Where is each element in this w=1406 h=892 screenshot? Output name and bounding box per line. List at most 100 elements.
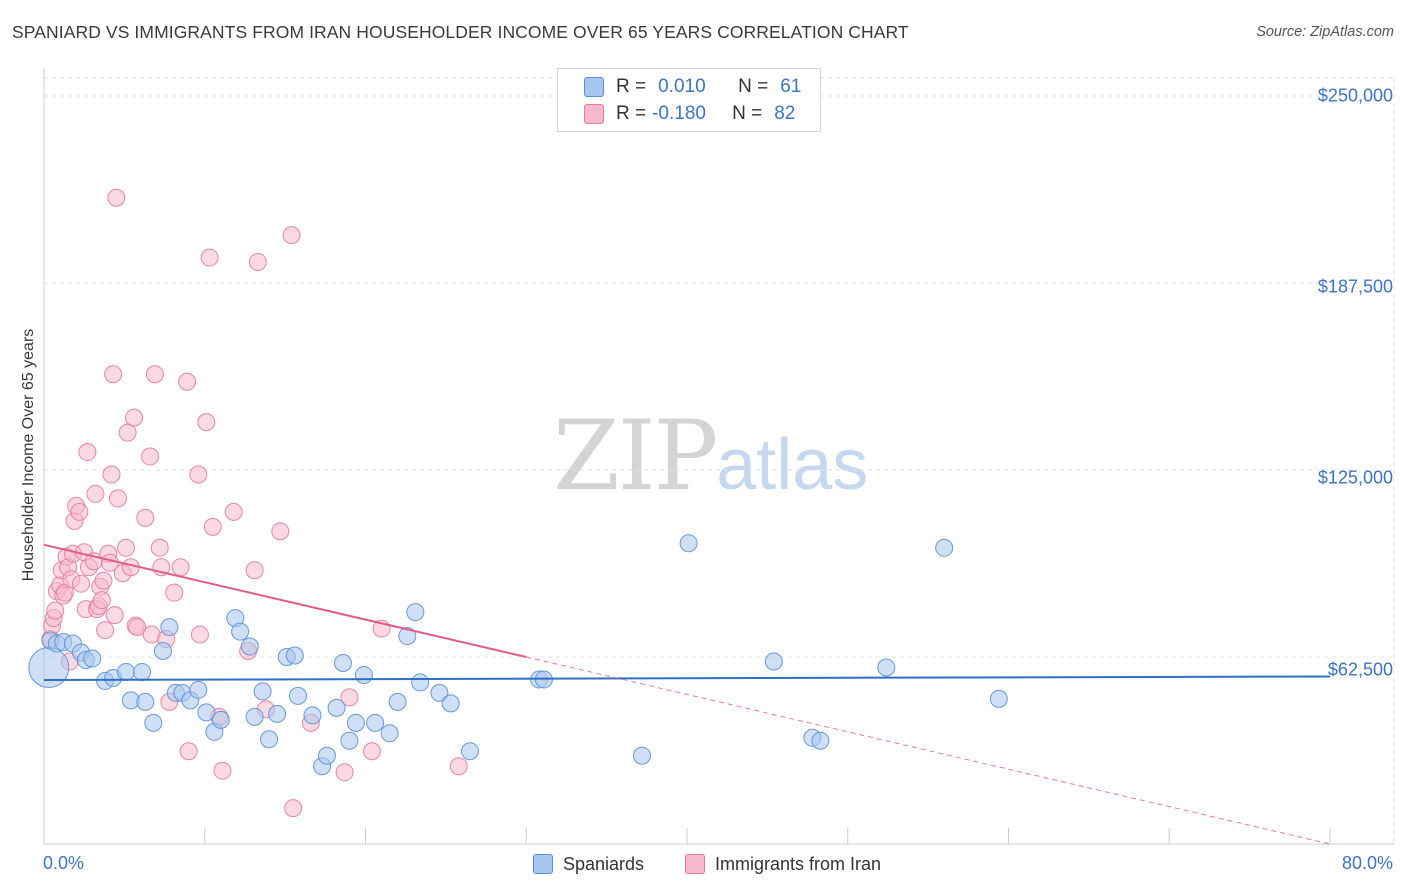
- point-iran-33: [104, 365, 123, 384]
- point-iran-70: [284, 799, 303, 818]
- point-spaniards-13: [136, 692, 155, 711]
- legend-n-label: N =: [738, 76, 769, 97]
- point-spaniards-36: [317, 746, 336, 765]
- point-spaniards-20: [189, 680, 208, 699]
- trend-line-iran-extension: [526, 656, 1331, 845]
- legend-row-iran: R = -0.180 N = 82: [584, 102, 795, 126]
- point-spaniards-33: [288, 686, 307, 705]
- point-spaniards-25: [231, 622, 250, 641]
- point-iran-52: [165, 583, 184, 602]
- point-iran-32: [102, 465, 121, 484]
- point-spaniards-34: [303, 706, 322, 725]
- point-iran-60: [203, 517, 222, 536]
- legend-r-label: R =: [616, 76, 647, 97]
- axes: [43, 68, 1394, 845]
- grid-lines: [44, 77, 1395, 844]
- bottom-legend-label-spaniards: Spaniards: [563, 853, 645, 874]
- point-spaniards-15: [153, 642, 172, 661]
- point-iran-44: [136, 508, 155, 527]
- point-spaniards-47: [411, 673, 430, 692]
- point-iran-3: [46, 601, 65, 620]
- legend-row-spaniards: R = 0.010 N = 61: [584, 75, 801, 99]
- point-spaniards-37: [327, 698, 346, 717]
- point-spaniards-7: [83, 649, 102, 668]
- point-spaniards-10: [116, 662, 135, 681]
- point-iran-45: [141, 447, 160, 466]
- legend-n-label: N =: [732, 103, 763, 124]
- bottom-legend-swatch-iran: [685, 854, 705, 874]
- point-iran-20: [78, 443, 97, 462]
- point-iran-35: [107, 188, 126, 207]
- bottom-legend-iran[interactable]: Immigrants from Iran: [685, 852, 881, 876]
- point-spaniards-53: [632, 746, 651, 765]
- point-iran-36: [108, 489, 127, 508]
- series-spaniards-points: [28, 534, 1008, 776]
- y-tick-label-125000: $125,000: [1317, 467, 1393, 488]
- point-spaniards-23: [211, 710, 230, 729]
- point-spaniards-16: [160, 618, 179, 637]
- point-spaniards-49: [441, 694, 460, 713]
- y-tick-label-187500: $187,500: [1317, 276, 1393, 297]
- point-iran-72: [335, 763, 354, 782]
- point-iran-38: [116, 538, 135, 557]
- point-spaniards-55: [764, 652, 783, 671]
- bottom-legend-spaniards[interactable]: Spaniards: [533, 852, 644, 876]
- point-iran-58: [197, 413, 216, 432]
- bottom-legend-swatch-spaniards: [533, 854, 553, 874]
- point-iran-63: [224, 502, 243, 521]
- point-spaniards-41: [354, 665, 373, 684]
- point-iran-47: [145, 365, 164, 384]
- point-spaniards-60: [989, 689, 1008, 708]
- point-spaniards-26: [240, 637, 259, 656]
- point-spaniards-57: [811, 731, 830, 750]
- point-spaniards-14: [144, 713, 163, 732]
- y-axis-label: Householder Income Over 65 years: [20, 328, 37, 582]
- point-iran-59: [200, 248, 219, 267]
- legend-n-value-spaniards: 61: [780, 76, 802, 97]
- point-iran-69: [282, 226, 301, 245]
- point-spaniards-27: [245, 707, 264, 726]
- point-iran-62: [213, 761, 232, 780]
- point-iran-34: [105, 606, 124, 625]
- point-iran-65: [245, 561, 264, 580]
- point-spaniards-30: [268, 704, 287, 723]
- legend-r-value-spaniards: 0.010: [658, 76, 706, 97]
- point-spaniards-43: [380, 724, 399, 743]
- point-spaniards-40: [346, 713, 365, 732]
- point-spaniards-44: [388, 692, 407, 711]
- legend-r-label: R =: [616, 103, 647, 124]
- point-iran-16: [70, 502, 89, 521]
- point-spaniards-58: [877, 658, 896, 677]
- point-iran-28: [94, 571, 113, 590]
- trend-line-iran: [43, 543, 527, 658]
- point-iran-73: [340, 688, 359, 707]
- y-tick-label-250000: $250,000: [1317, 85, 1393, 106]
- point-iran-55: [179, 742, 198, 761]
- bottom-legend-label-iran: Immigrants from Iran: [715, 853, 882, 874]
- point-iran-76: [449, 757, 468, 776]
- point-iran-27: [92, 591, 111, 610]
- point-spaniards-29: [260, 730, 279, 749]
- point-spaniards-38: [333, 653, 352, 672]
- point-iran-41: [125, 408, 144, 427]
- legend-swatch-spaniards: [584, 77, 604, 97]
- point-iran-39: [118, 423, 137, 442]
- point-spaniards-42: [366, 713, 385, 732]
- correlation-legend: R = 0.010 N = 61 R = -0.180 N = 82: [557, 68, 821, 132]
- point-spaniards-32: [285, 646, 304, 665]
- legend-r-value-iran: -0.180: [652, 103, 706, 124]
- chart-title: SPANIARD VS IMMIGRANTS FROM IRAN HOUSEHO…: [12, 22, 909, 42]
- x-tick-label-max: 80.0%: [1341, 853, 1393, 873]
- point-spaniards-0: [28, 646, 70, 688]
- point-iran-17: [71, 574, 90, 593]
- point-spaniards-45: [398, 627, 417, 646]
- trend-line-spaniards: [43, 675, 1331, 682]
- point-spaniards-12: [133, 662, 152, 681]
- source-credit: Source: ZipAtlas.com: [1256, 24, 1394, 40]
- point-iran-29: [96, 621, 115, 640]
- point-iran-48: [150, 538, 169, 557]
- point-iran-53: [171, 558, 190, 577]
- point-iran-43: [128, 618, 147, 637]
- legend-swatch-iran: [584, 104, 604, 124]
- point-iran-54: [178, 372, 197, 391]
